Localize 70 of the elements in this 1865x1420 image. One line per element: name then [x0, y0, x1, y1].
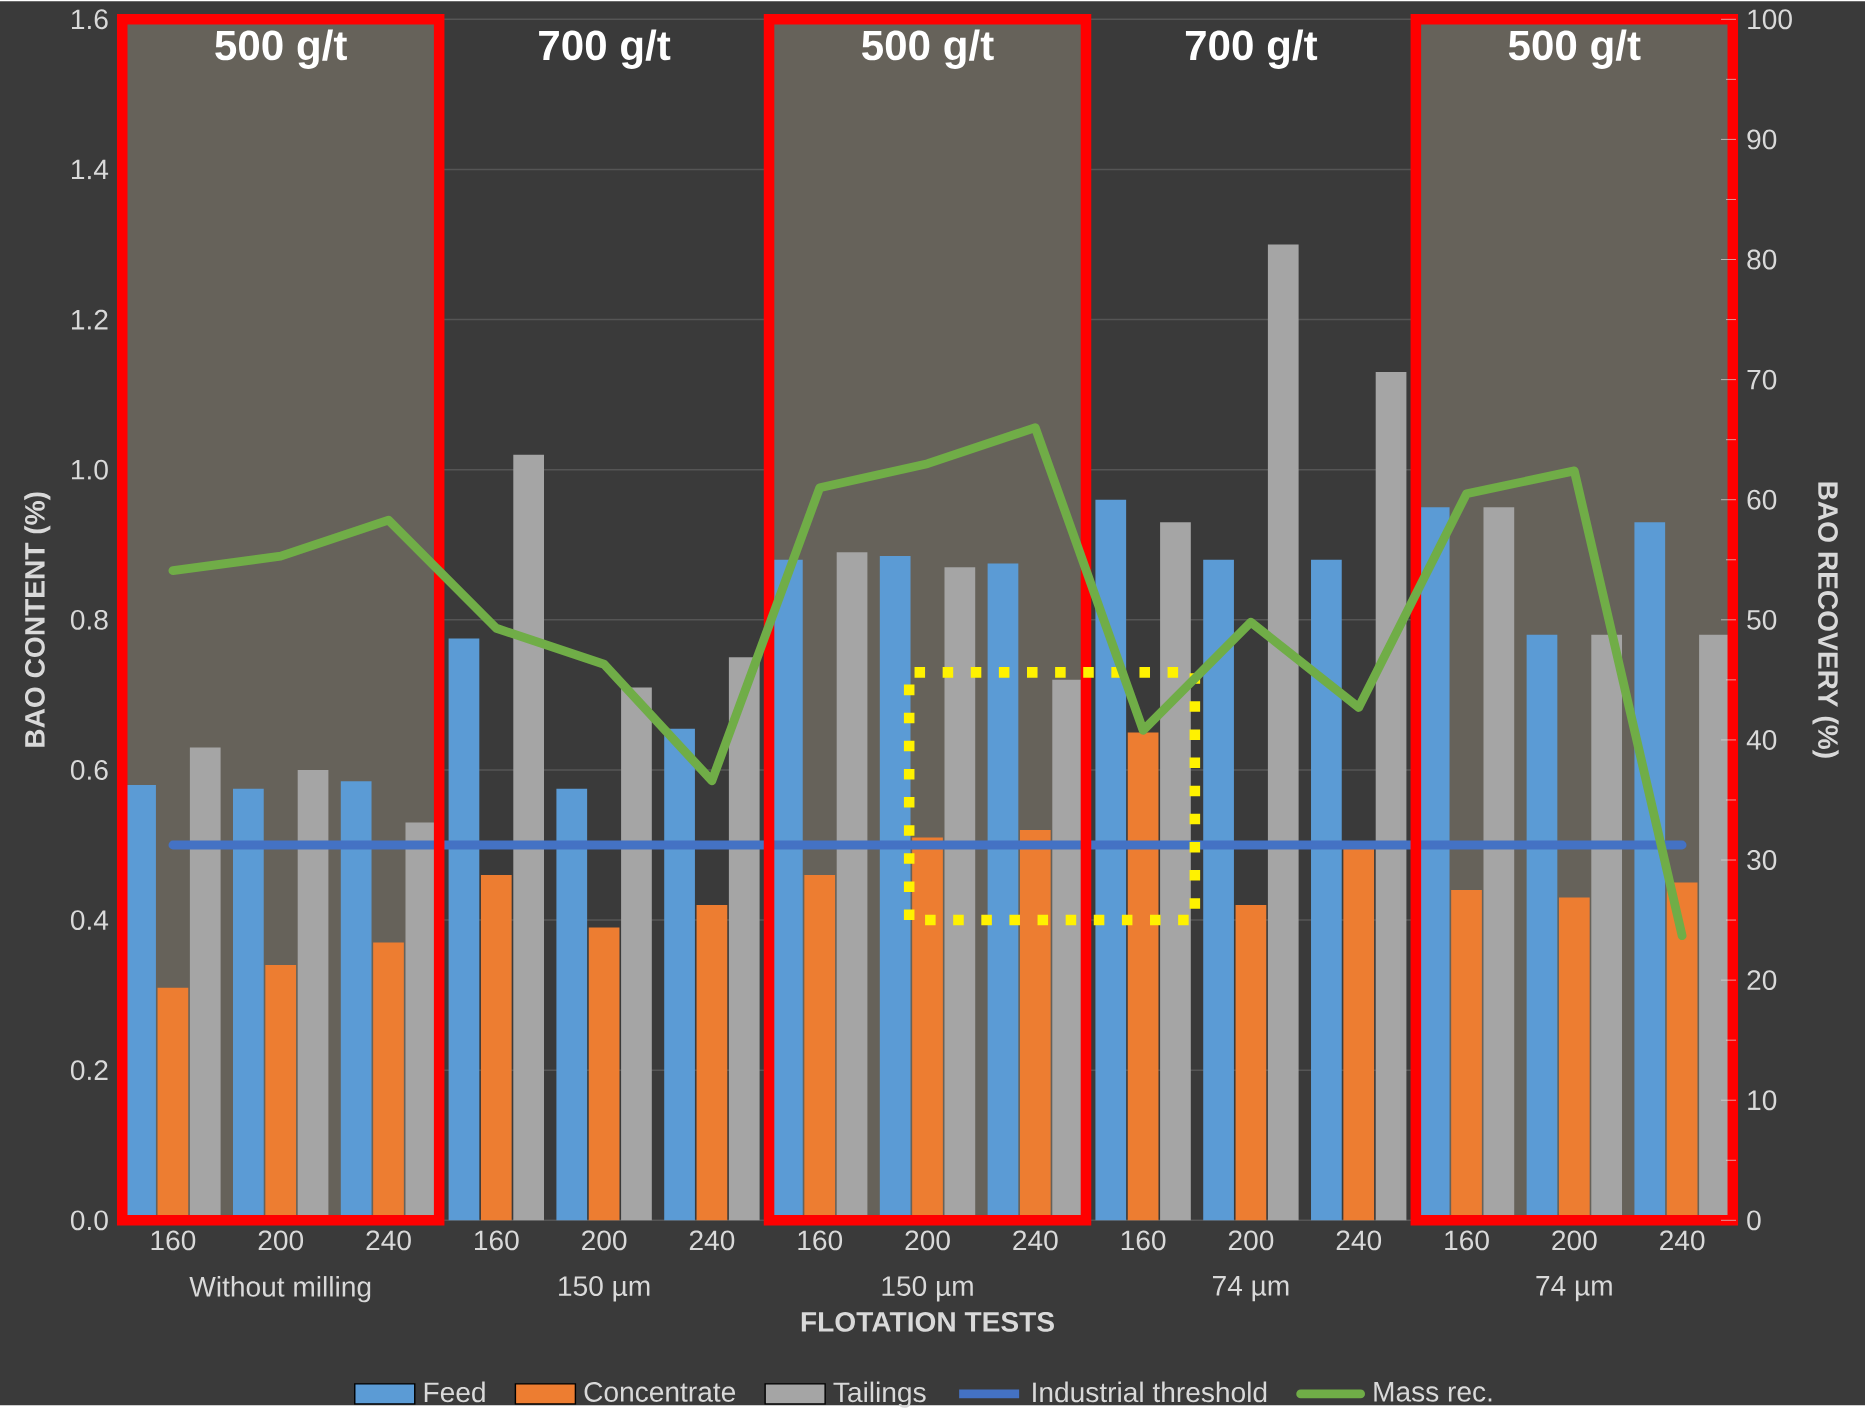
y2-tick-label: 60 — [1747, 489, 1777, 510]
annotation: 700 g/t — [539, 29, 671, 69]
x-tick-label: 200 — [1228, 1230, 1274, 1251]
bar — [664, 728, 695, 1221]
y2-tick-label: 20 — [1747, 970, 1777, 990]
y-tick-label: 1.2 — [71, 309, 108, 330]
y2-tick-label: 80 — [1747, 249, 1777, 270]
bar — [1095, 499, 1127, 1221]
annotation: 500 g/t — [1508, 29, 1641, 69]
text: 74 µm — [1212, 1275, 1289, 1302]
bar — [696, 904, 728, 1221]
y-tick-label: 0.4 — [70, 910, 109, 930]
bar — [1235, 904, 1267, 1221]
x-tick-label: 160 — [1445, 1230, 1489, 1251]
x-tick-label: 160 — [1121, 1230, 1166, 1251]
y-tick-label: 0.6 — [70, 759, 108, 780]
text: 150 µm — [882, 1275, 973, 1302]
x-tick-label: 200 — [582, 1230, 627, 1251]
bar — [1375, 371, 1407, 1221]
y-axis-title: BAO CONTENT (%) — [24, 492, 51, 747]
bar — [621, 687, 652, 1221]
legend-label: Concentrate — [584, 1381, 736, 1402]
y2-tick-label: 70 — [1747, 369, 1777, 390]
y-tick-label: 1.6 — [71, 9, 108, 30]
text: 150 µm — [559, 1275, 650, 1302]
bar — [1311, 559, 1342, 1221]
x-tick-label: 160 — [151, 1230, 196, 1251]
bar — [448, 638, 480, 1221]
annotation: 700 g/t — [1185, 29, 1318, 69]
y2-tick-label: 90 — [1747, 129, 1777, 150]
legend-label: Mass rec. — [1374, 1381, 1492, 1402]
x-tick-label: 240 — [1336, 1230, 1382, 1251]
x-tick-label: 240 — [1013, 1230, 1058, 1251]
x-tick-label: 200 — [1552, 1230, 1597, 1251]
y-tick-label: 0.2 — [70, 1060, 108, 1081]
y2-tick-label: 0 — [1747, 1210, 1761, 1231]
x-tick-label: 240 — [366, 1230, 411, 1251]
bar — [480, 874, 512, 1221]
text: Without milling — [189, 1275, 371, 1303]
x-axis-title: FLOTATION TESTS — [801, 1311, 1054, 1332]
bar — [1267, 244, 1299, 1221]
y-tick-label: 0.8 — [70, 609, 108, 630]
bar — [513, 454, 545, 1221]
legend-label: Industrial threshold — [1033, 1381, 1267, 1403]
x-tick-label: 200 — [258, 1230, 304, 1251]
x-tick-label: 200 — [905, 1230, 950, 1251]
text: 74 µm — [1536, 1275, 1612, 1302]
y-tick-label: 1.4 — [71, 159, 109, 179]
bar — [1203, 559, 1234, 1221]
bar — [728, 657, 760, 1221]
y-tick-label: 0.0 — [70, 1210, 108, 1231]
bar — [1127, 732, 1159, 1221]
y2-tick-label: 50 — [1747, 609, 1777, 630]
annotation: 500 g/t — [862, 29, 994, 69]
bar — [588, 927, 620, 1221]
x-tick-label: 240 — [1660, 1230, 1705, 1251]
y2-tick-label: 30 — [1747, 849, 1777, 870]
x-tick-label: 160 — [475, 1230, 519, 1251]
annotation: 500 g/t — [215, 29, 347, 69]
bar — [556, 788, 588, 1221]
legend-label: Tailings — [833, 1381, 926, 1408]
y2-axis-title: BAO RECOVERY (%) — [1812, 482, 1839, 758]
x-tick-label: 240 — [689, 1230, 735, 1251]
y2-tick-label: 10 — [1748, 1090, 1777, 1111]
y2-tick-label: 40 — [1746, 729, 1777, 750]
y-tick-label: 1.0 — [71, 459, 108, 480]
bar — [1160, 522, 1191, 1221]
x-tick-label: 160 — [798, 1230, 843, 1251]
y2-tick-label: 100 — [1748, 9, 1792, 30]
legend-label: Feed — [424, 1381, 485, 1403]
